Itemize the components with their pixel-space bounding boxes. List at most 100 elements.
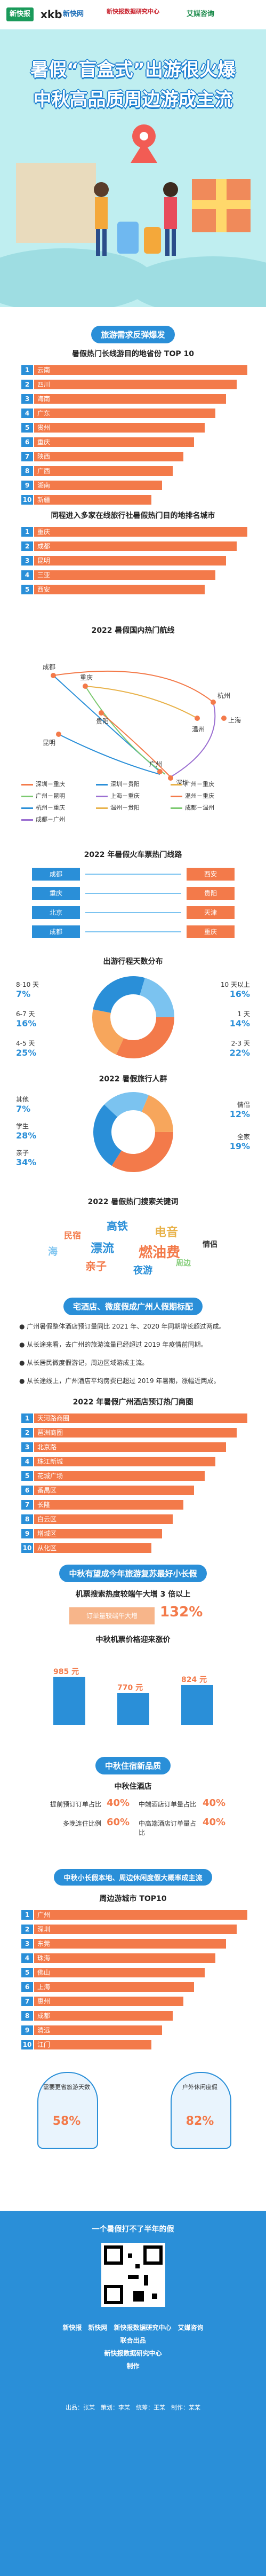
data-center-logo: 新快报数据研究中心 bbox=[107, 8, 159, 15]
legend-item: 杭州－重庆 bbox=[21, 803, 65, 812]
bar-rank: 4 bbox=[21, 570, 33, 580]
donut-label: 全家 19% bbox=[191, 1132, 250, 1151]
legend-label: 温州－贵阳 bbox=[110, 804, 140, 811]
bar-rank: 2 bbox=[21, 541, 33, 551]
bar-rank: 5 bbox=[21, 423, 33, 433]
trains-title: 2022 年暑假火车票热门线路 bbox=[84, 851, 182, 859]
train-origin: 北京 bbox=[32, 906, 80, 919]
node-kunming: 昆明 bbox=[43, 739, 55, 747]
bar-rank: 1 bbox=[21, 527, 33, 537]
gauge-body bbox=[37, 2072, 98, 2149]
donut-label-value: 16% bbox=[229, 989, 250, 999]
legend-item: 深圳－贵阳 bbox=[96, 780, 140, 788]
bar-rank: 1 bbox=[21, 1910, 33, 1920]
bar-fill bbox=[34, 541, 237, 551]
section3-tag: 中秋有望成今年旅游复苏最好小长假 bbox=[59, 1565, 207, 1582]
bar-fill bbox=[34, 409, 215, 418]
bar-label: 北京路 bbox=[37, 1443, 57, 1451]
donut-label-value: 25% bbox=[16, 1048, 37, 1058]
bar-label: 昆明 bbox=[37, 557, 51, 564]
order-growth-arrow: 订单量较端午大增 bbox=[69, 1607, 155, 1624]
donut-label: 亲子 34% bbox=[16, 1148, 75, 1167]
xkb-logo: xkb bbox=[41, 8, 62, 21]
bar-label: 从化区 bbox=[37, 1544, 57, 1552]
bullet-item: ● 广州暑假整体酒店预订量同比 2021 年、2020 年同期增长超过两成。 bbox=[19, 1323, 225, 1330]
legend-swatch bbox=[171, 807, 182, 809]
people-title: 2022 暑假旅行人群 bbox=[99, 1075, 167, 1083]
credit-line: 新快报 新快网 新快报数据研究中心 艾媒咨询 bbox=[62, 2324, 204, 2331]
donut-label-text: 学生 bbox=[16, 1122, 29, 1130]
section5-tag: 中秋小长假本地、周边休闲度假大概率成主流 bbox=[54, 1869, 212, 1886]
price-value: 770 元 bbox=[117, 1684, 143, 1692]
routes-map: 重庆 成都 杭州 上海 贵阳 温州 广州 深圳 昆明 bbox=[43, 663, 241, 787]
bar-rank: 6 bbox=[21, 1486, 33, 1495]
bar-label: 番禺区 bbox=[37, 1487, 57, 1494]
bar-row: 1 广州 bbox=[21, 1909, 251, 1921]
bar-row: 1 云南 bbox=[21, 364, 251, 376]
section3-header: 中秋有望成今年旅游复苏最好小长假 bbox=[0, 1565, 266, 1582]
donut-label-text: 亲子 bbox=[16, 1149, 29, 1157]
suitcase-icon-2 bbox=[144, 227, 161, 254]
donut-label: 其他 7% bbox=[16, 1095, 75, 1114]
bar-row: 5 佛山 bbox=[21, 1967, 208, 1978]
donut-label: 8-10 天 7% bbox=[16, 980, 75, 999]
bar-fill bbox=[34, 556, 226, 566]
bar-label: 重庆 bbox=[37, 438, 51, 446]
keyword: 亲子 bbox=[85, 1260, 107, 1273]
qr-code-icon bbox=[101, 2243, 165, 2307]
bar-fill bbox=[34, 1543, 151, 1553]
bar-row: 3 东莞 bbox=[21, 1938, 229, 1950]
legend-label: 成都－广州 bbox=[36, 816, 65, 823]
hotel-stay-title: 中秋住酒店 bbox=[114, 1782, 152, 1791]
bar-fill bbox=[34, 527, 247, 537]
bar-label: 海南 bbox=[37, 395, 51, 403]
train-destination: 重庆 bbox=[187, 925, 235, 938]
nearby-title: 周边游城市 TOP10 bbox=[99, 1895, 167, 1903]
legend-item: 温州－贵阳 bbox=[96, 803, 140, 812]
bar-fill bbox=[34, 1413, 247, 1423]
bar-rank: 6 bbox=[21, 1982, 33, 1992]
bar-label: 云南 bbox=[37, 366, 51, 374]
bar-rank: 7 bbox=[21, 1500, 33, 1510]
legend-label: 上海－重庆 bbox=[110, 792, 140, 799]
legend-swatch bbox=[21, 807, 33, 809]
legend-swatch bbox=[96, 807, 108, 809]
districts-title: 2022 年暑假广州酒店预订热门商圈 bbox=[72, 1398, 194, 1407]
price-title: 中秋机票价格迎来涨价 bbox=[95, 1636, 171, 1644]
gauge-value: 58% bbox=[52, 2115, 81, 2128]
bar-rank: 1 bbox=[21, 365, 33, 375]
stay-value: 40% bbox=[203, 1817, 226, 1828]
bar-rank: 2 bbox=[21, 380, 33, 389]
legend-label: 成都－温州 bbox=[185, 804, 214, 811]
train-origin: 重庆 bbox=[32, 887, 80, 900]
imedia-logo: 艾媒咨询 bbox=[187, 10, 215, 18]
suitcase-icon bbox=[117, 222, 139, 254]
bar-fill bbox=[34, 1457, 215, 1466]
bar-label: 琶洲商圈 bbox=[37, 1429, 63, 1436]
stay-label: 中高端酒店订单量占比 bbox=[139, 1820, 197, 1836]
keyword: 情侣 bbox=[203, 1240, 217, 1249]
qr-caption: 一个暑假打不了半年的假 bbox=[92, 2225, 174, 2234]
bar-row: 8 成都 bbox=[21, 2010, 176, 2022]
bar-row: 6 上海 bbox=[21, 1981, 197, 1993]
bar-rank: 7 bbox=[21, 1997, 33, 2006]
bar-rank: 8 bbox=[21, 466, 33, 476]
node-guangzhou: 广州 bbox=[149, 760, 162, 768]
legend-swatch bbox=[21, 795, 33, 797]
bar-fill bbox=[34, 1939, 226, 1949]
gauge-body bbox=[171, 2072, 231, 2149]
donut-label-text: 情侣 bbox=[237, 1101, 250, 1109]
stay-label: 多晚连住比例 bbox=[62, 1820, 101, 1827]
xinkuaiwang-logo: 新快网 bbox=[63, 10, 84, 18]
legend-item: 广州－昆明 bbox=[21, 791, 65, 800]
legend-swatch bbox=[96, 795, 108, 797]
bar-label: 惠州 bbox=[37, 1998, 51, 2005]
bar-fill bbox=[34, 365, 247, 375]
order-growth-value: 132% bbox=[160, 1604, 203, 1620]
bar-fill bbox=[34, 1486, 194, 1495]
bar-row: 4 广东 bbox=[21, 407, 219, 419]
bar-label: 广东 bbox=[37, 410, 51, 417]
bar-rank: 10 bbox=[21, 1543, 33, 1553]
legend-swatch bbox=[171, 783, 182, 786]
bar-fill bbox=[34, 1997, 183, 2006]
